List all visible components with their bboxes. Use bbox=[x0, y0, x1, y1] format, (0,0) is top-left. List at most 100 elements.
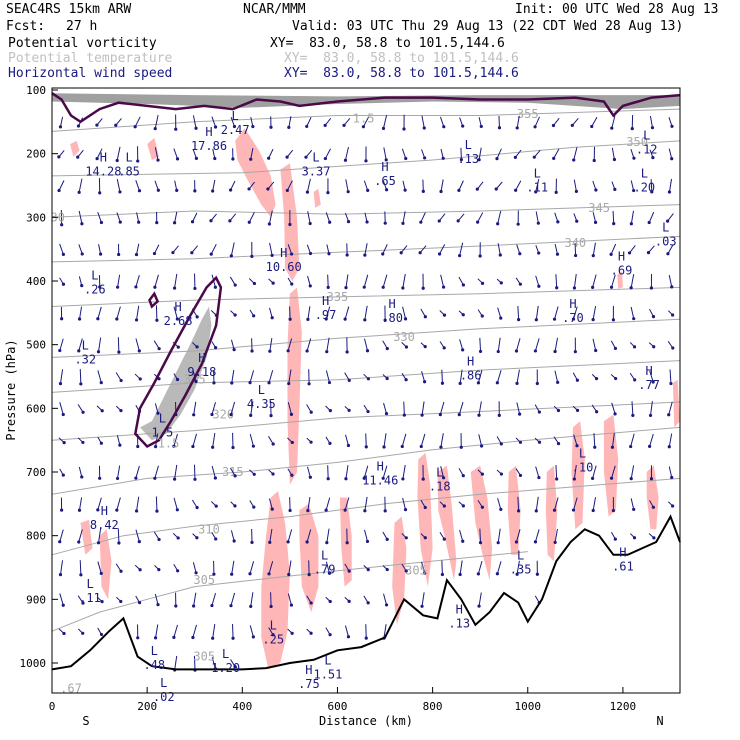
wind-vector bbox=[135, 338, 140, 351]
wind-vector bbox=[344, 625, 349, 637]
wind-vector bbox=[362, 116, 370, 127]
wind-vector bbox=[231, 369, 235, 384]
wind-vector bbox=[402, 211, 406, 224]
wind-vector bbox=[269, 528, 273, 543]
pv-tropopause-contour bbox=[51, 92, 681, 124]
pv-extremum-letter: L bbox=[270, 619, 277, 633]
wind-vector-head bbox=[230, 381, 234, 385]
pv-extremum-letter: H bbox=[456, 603, 463, 617]
pv-extremum-letter: L bbox=[436, 466, 443, 480]
wind-vector-head bbox=[176, 536, 180, 540]
pv-extremum-value: .80 bbox=[381, 311, 403, 325]
wind-vector-head bbox=[57, 155, 61, 159]
pv-extremum-letter: H bbox=[618, 249, 625, 263]
wind-vector-head bbox=[194, 156, 199, 160]
y-tick-label: 600 bbox=[26, 402, 46, 415]
wind-vector-head bbox=[403, 317, 408, 321]
wind-vector-head bbox=[593, 220, 598, 224]
wind-vector-head bbox=[174, 127, 178, 131]
wind-vector-head bbox=[499, 281, 503, 285]
wind-vector-head bbox=[309, 410, 313, 414]
wind-vector bbox=[668, 275, 673, 287]
wind-vector-head bbox=[325, 541, 329, 545]
wind-vector-head bbox=[194, 379, 198, 384]
wind-vector-head bbox=[497, 413, 501, 417]
wind-vector-head bbox=[591, 508, 595, 513]
wind-vector-head bbox=[192, 413, 196, 417]
wind-vector-head bbox=[117, 541, 121, 545]
wind-vector-head bbox=[134, 318, 139, 322]
wind-vector-head bbox=[229, 413, 233, 417]
wind-vector bbox=[344, 497, 350, 511]
wind-vector bbox=[401, 433, 407, 447]
wind-vector bbox=[497, 337, 501, 352]
y-axis-label: Pressure (hPa) bbox=[4, 339, 18, 440]
pv-extremum-letter: H bbox=[101, 504, 108, 518]
wind-vector-head bbox=[60, 223, 64, 227]
wind-vector bbox=[212, 433, 216, 448]
wind-vector-head bbox=[344, 285, 348, 290]
theta-contour bbox=[51, 477, 681, 556]
wind-vector-head bbox=[671, 346, 675, 350]
wind-vector-head bbox=[593, 445, 597, 449]
wind-vector-head bbox=[347, 378, 351, 382]
wind-vector-head bbox=[247, 187, 251, 191]
y-tick-label: 800 bbox=[26, 530, 46, 543]
wind-vector-head bbox=[249, 604, 253, 608]
theta-contour bbox=[51, 551, 528, 632]
wind-vector-head bbox=[271, 472, 275, 476]
wind-vector bbox=[154, 180, 159, 191]
wind-vector-head bbox=[552, 508, 557, 512]
wind-vector-head bbox=[667, 190, 672, 194]
wind-vector-head bbox=[133, 125, 137, 129]
wind-vector bbox=[268, 210, 273, 225]
wind-vector-head bbox=[114, 123, 118, 127]
forecast-hours: 27 h bbox=[66, 19, 98, 34]
wind-vector-head bbox=[134, 509, 139, 513]
wind-vector bbox=[116, 178, 121, 193]
theta-contour bbox=[51, 286, 681, 307]
wind-vector bbox=[345, 179, 349, 192]
axes-layer: 0 200 400 600 800 1000 1200 100 200 300 400 500 600 7… bbox=[20, 84, 637, 713]
wind-vector-head bbox=[155, 221, 159, 225]
field-wind-name: Horizontal wind speed bbox=[8, 66, 173, 81]
wind-vector bbox=[364, 243, 368, 256]
wind-vector bbox=[59, 593, 64, 606]
wind-vector-head bbox=[480, 314, 484, 318]
pv-extremum-value: 1.20 bbox=[211, 661, 240, 675]
wind-vector bbox=[79, 560, 82, 575]
wind-vector bbox=[173, 497, 178, 510]
pv-extremum-letter: H bbox=[619, 545, 626, 559]
wind-vector-head bbox=[609, 285, 614, 289]
wind-vector-head bbox=[670, 124, 674, 128]
wind-vector bbox=[78, 244, 83, 255]
north-label: N bbox=[656, 714, 663, 728]
wind-vector-head bbox=[137, 349, 141, 353]
wind-vector-head bbox=[366, 568, 370, 572]
wind-vector-head bbox=[420, 413, 424, 417]
wind-vector-head bbox=[175, 317, 179, 321]
pv-extremum-letter: H bbox=[322, 294, 329, 308]
wind-vector-head bbox=[366, 377, 370, 381]
wind-vector-head bbox=[269, 604, 273, 609]
wind-vector-head bbox=[346, 443, 351, 448]
wind-vector-head bbox=[115, 508, 119, 512]
wind-vector-head bbox=[229, 254, 233, 258]
wind-vector bbox=[212, 624, 216, 639]
wind-vector-head bbox=[363, 253, 367, 257]
wind-vector-head bbox=[266, 187, 270, 191]
theta-contour bbox=[51, 318, 681, 358]
wind-vector-head bbox=[499, 442, 503, 446]
wind-vector-head bbox=[385, 346, 389, 351]
wind-vector bbox=[402, 497, 407, 510]
wind-vector bbox=[649, 115, 653, 128]
pv-extremum-value: .12 bbox=[636, 142, 658, 156]
wind-vector-head bbox=[270, 316, 274, 320]
wind-vector-head bbox=[498, 253, 502, 257]
wind-vector bbox=[136, 243, 140, 255]
wind-vector-head bbox=[478, 254, 482, 258]
wind-vector-head bbox=[251, 635, 255, 639]
wind-vector bbox=[117, 528, 120, 543]
wind-vector-head bbox=[286, 349, 290, 353]
wind-vector-head bbox=[537, 410, 541, 414]
